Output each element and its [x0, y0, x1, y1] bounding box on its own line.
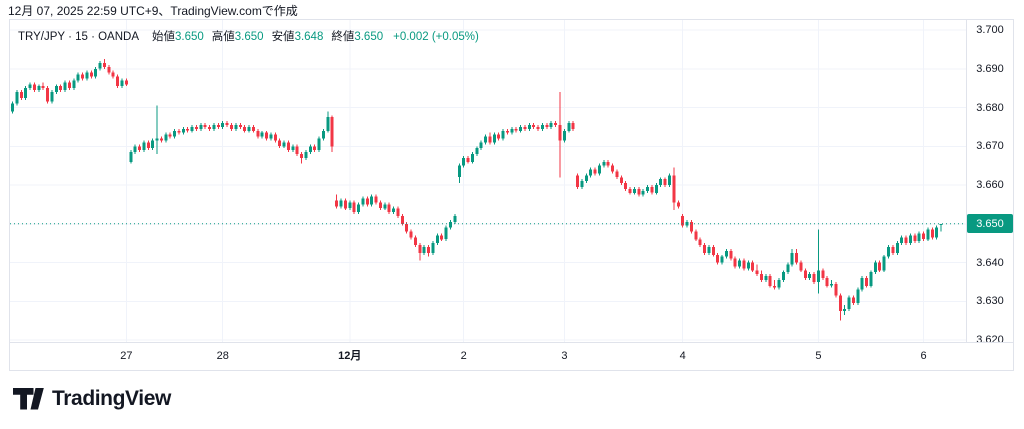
time-axis-separator: [9, 342, 1014, 343]
tradingview-logo[interactable]: TradingView: [13, 387, 171, 411]
price-axis-label: 3.630: [976, 295, 1004, 308]
change-value: +0.002 (+0.05%): [393, 31, 479, 43]
time-axis-label: 6: [920, 350, 927, 362]
price-axis-label: 3.680: [976, 101, 1004, 114]
ohlc-low: 安値3.648: [271, 31, 324, 43]
price-axis-separator: [966, 19, 967, 343]
price-axis-label: 3.700: [976, 24, 1004, 36]
time-axis-label: 2: [460, 350, 467, 362]
time-axis-label: 3: [561, 350, 568, 362]
symbol-title[interactable]: TRY/JPY · 15 · OANDA: [18, 31, 139, 43]
price-axis-label: 3.670: [976, 140, 1004, 153]
chart-widget[interactable]: [9, 19, 1014, 371]
price-axis-label: 3.660: [976, 179, 1004, 191]
creation-timestamp: 12月 07, 2025 22:59 UTC+9、TradingView.com…: [8, 4, 298, 18]
time-axis-label: 4: [679, 350, 686, 362]
price-axis-label: 3.620: [976, 334, 1004, 346]
ohlc-high: 高値3.650: [211, 31, 264, 43]
chart-legend: TRY/JPY · 15 · OANDA 始値3.650 高値3.650 安値3…: [18, 30, 479, 44]
ohlc-close: 終値3.650: [331, 31, 384, 43]
tradingview-logo-text: TradingView: [52, 387, 171, 410]
ohlc-open: 始値3.650: [152, 31, 204, 43]
time-axis-label: 28: [216, 350, 229, 362]
time-axis-label: 12月: [338, 350, 362, 362]
time-axis-label: 27: [120, 350, 133, 362]
tradingview-logo-icon: [13, 387, 44, 409]
time-axis-label: 5: [815, 350, 822, 362]
last-price-badge: 3.650: [967, 214, 1013, 234]
price-axis-label: 3.640: [976, 256, 1004, 269]
price-axis-label: 3.690: [976, 62, 1004, 75]
